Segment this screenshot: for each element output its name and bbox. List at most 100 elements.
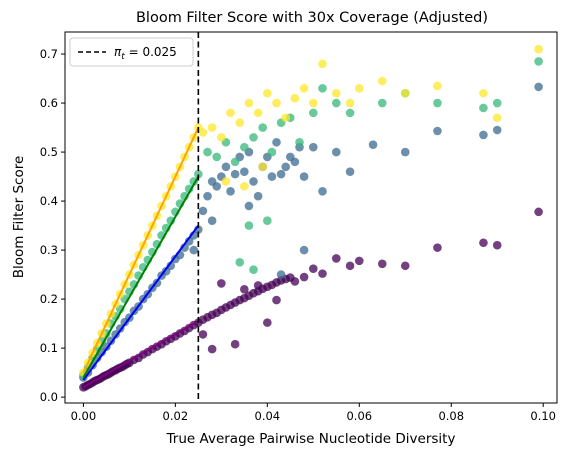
data-point: [479, 103, 488, 113]
data-point: [217, 279, 226, 288]
x-tick-label: 0.02: [163, 409, 189, 423]
data-point: [249, 133, 258, 142]
data-point: [102, 342, 111, 351]
data-point: [263, 318, 272, 327]
data-point: [194, 169, 203, 179]
data-point: [345, 167, 355, 176]
fit-line-3: [82, 127, 200, 374]
data-point: [240, 285, 249, 294]
data-point: [240, 142, 249, 152]
data-point: [244, 221, 254, 230]
data-point: [309, 108, 318, 118]
data-point: [299, 84, 309, 93]
data-point: [272, 137, 281, 147]
data-point: [203, 147, 212, 157]
data-point: [226, 186, 235, 196]
data-point: [189, 245, 199, 255]
data-point: [276, 169, 286, 179]
data-point: [249, 265, 258, 274]
data-point: [433, 126, 442, 136]
data-point: [217, 133, 226, 142]
data-point: [166, 261, 176, 271]
data-point: [290, 157, 300, 167]
data-point: [198, 206, 208, 216]
data-point: [318, 186, 327, 196]
data-point: [492, 125, 502, 135]
data-point: [377, 98, 387, 108]
data-point: [235, 258, 245, 267]
data-point: [198, 128, 208, 137]
data-point: [263, 88, 272, 98]
fit-line-2: [82, 176, 200, 379]
fit-line-1: [82, 224, 200, 381]
legend-label-main: π: [114, 45, 122, 59]
y-tick-label: 0.0: [40, 390, 58, 404]
data-point: [492, 240, 502, 250]
data-point: [203, 191, 212, 201]
y-tick-label: 0.1: [40, 341, 58, 355]
data-point: [207, 216, 217, 225]
data-point: [345, 261, 355, 271]
data-point: [184, 236, 194, 246]
x-axis-ticks: 0.00 0.02 0.04 0.06 0.08 0.10: [71, 403, 556, 423]
data-point: [253, 108, 263, 118]
axes-frame: [64, 31, 558, 404]
data-point: [184, 184, 194, 194]
data-point: [354, 84, 364, 93]
data-point: [433, 81, 442, 91]
data-point: [281, 162, 291, 172]
data-point: [309, 142, 318, 152]
data-point: [377, 259, 387, 269]
data-point: [479, 238, 488, 248]
legend-box: [69, 37, 194, 67]
data-point: [318, 84, 327, 93]
data-point: [534, 44, 543, 54]
data-point: [221, 177, 231, 186]
data-point: [263, 216, 272, 225]
data-point: [309, 98, 318, 108]
legend: πt = 0.025: [69, 37, 194, 67]
data-point: [534, 82, 543, 92]
data-point: [258, 162, 268, 172]
y-tick-label: 0.3: [40, 243, 58, 257]
y-tick-label: 0.7: [40, 47, 58, 61]
y-tick-label: 0.5: [40, 145, 58, 159]
x-axis-label: True Average Pairwise Nucleotide Diversi…: [166, 431, 456, 447]
series-3: [79, 44, 543, 377]
data-point: [212, 182, 222, 191]
y-axis-ticks: 0.0 0.1 0.2 0.3 0.4 0.5 0.6 0.7: [40, 47, 65, 404]
data-point: [492, 113, 502, 123]
plot-area: [79, 32, 543, 403]
data-point: [309, 264, 318, 274]
data-point: [290, 277, 300, 286]
data-point: [345, 98, 355, 108]
data-point: [331, 98, 341, 108]
x-tick-label: 0.08: [438, 409, 464, 423]
data-point: [235, 118, 245, 127]
data-point: [230, 339, 240, 349]
data-point: [492, 98, 502, 108]
y-tick-label: 0.6: [40, 96, 58, 110]
data-point: [207, 123, 217, 132]
x-tick-label: 0.00: [71, 409, 97, 423]
data-point: [253, 281, 263, 290]
data-point: [433, 98, 442, 108]
data-point: [198, 330, 208, 339]
data-point: [299, 172, 309, 181]
data-point: [479, 130, 488, 140]
data-point: [479, 88, 488, 98]
data-point: [400, 147, 410, 157]
data-point: [299, 272, 309, 282]
legend-threshold-label: πt = 0.025: [114, 45, 177, 62]
data-point: [240, 167, 249, 176]
data-point: [221, 162, 231, 172]
data-point: [331, 147, 341, 157]
data-point: [212, 152, 222, 162]
data-point: [295, 137, 304, 147]
data-point: [253, 191, 263, 201]
data-point: [331, 254, 341, 263]
data-point: [240, 182, 249, 191]
y-tick-label: 0.2: [40, 292, 58, 306]
data-point: [226, 108, 235, 118]
